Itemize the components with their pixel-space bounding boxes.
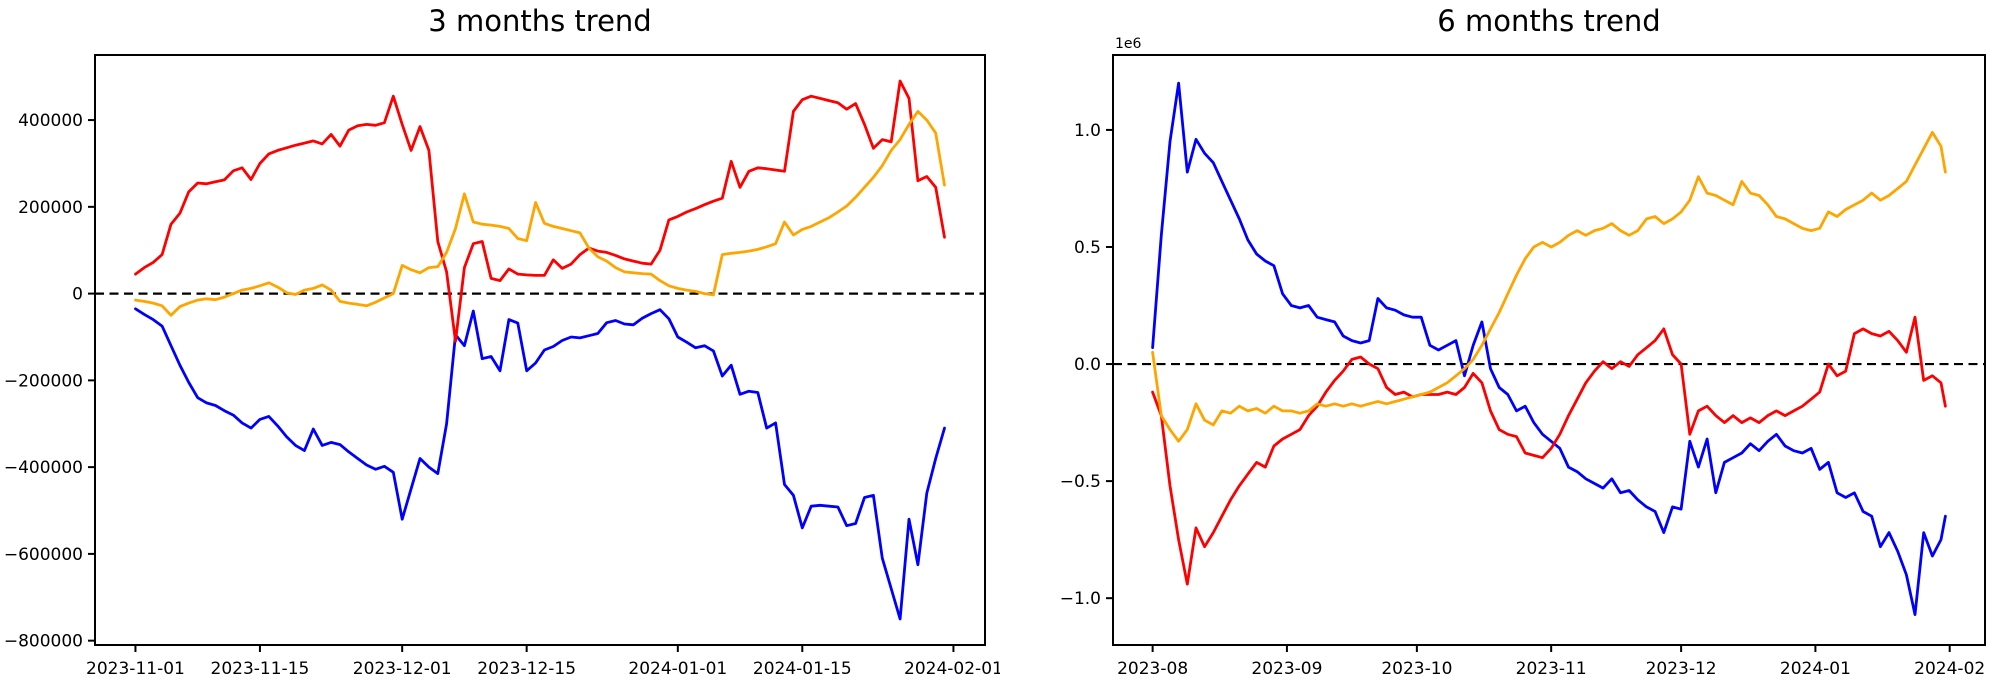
y-tick-label: 200000	[18, 198, 83, 218]
y-tick-label: −400000	[4, 458, 83, 478]
y-tick-label: −0.5	[1060, 472, 1101, 492]
y-tick-label: −1.0	[1060, 589, 1101, 609]
x-tick-label: 2023-12-15	[477, 659, 576, 679]
x-tick-label: 2024-02-01	[904, 659, 1000, 679]
x-tick-label: 2023-12-01	[353, 659, 452, 679]
y-tick-label: 0.0	[1074, 355, 1101, 375]
red-series-line	[134, 79, 946, 343]
x-tick-label: 2024-01-01	[628, 659, 727, 679]
x-tick-label: 2024-02	[1914, 659, 1985, 679]
y-tick-label: 1.0	[1074, 121, 1101, 141]
axes-frame	[1112, 54, 1986, 646]
y-tick-label: −600000	[4, 545, 83, 565]
axes-frame	[94, 54, 986, 646]
x-tick-label: 2024-01-15	[753, 659, 852, 679]
orange-series-line	[134, 110, 946, 317]
x-tick-label: 2023-11-15	[211, 659, 310, 679]
y-tick-label: 400000	[18, 111, 83, 131]
x-tick-label: 2023-08	[1117, 659, 1188, 679]
chart-6-months: 6 months trend 1.0 0.5 0.0 −0.5 −1.0 2023-08 2…	[1000, 0, 2000, 700]
x-tick-label: 2023-11	[1516, 659, 1587, 679]
y-axis-offset-label: 1e6	[1115, 36, 1142, 52]
x-tick-label: 2024-01	[1780, 659, 1851, 679]
red-series-line	[1151, 315, 1947, 586]
orange-series-line	[1151, 130, 1947, 443]
chart-3-months: 3 months trend 400000 200000 0 −200000 −4000…	[4, 4, 1000, 679]
y-tick-label: −200000	[4, 371, 83, 391]
chart-6m-canvas: 1.0 0.5 0.0 −0.5 −1.0 2023-08 2023-09 2023-10 20…	[1060, 36, 1986, 679]
blue-series-line	[1151, 81, 1947, 616]
y-tick-label: 0	[72, 285, 83, 305]
y-tick-label: 0.5	[1074, 238, 1101, 258]
x-tick-label: 2023-12	[1646, 659, 1717, 679]
x-tick-label: 2023-09	[1251, 659, 1322, 679]
chart-3m-canvas: 400000 200000 0 −200000 −400000 −600000 −80000…	[4, 54, 1000, 679]
chart-title-3-months: 3 months trend	[428, 4, 652, 38]
chart-title-6-months: 6 months trend	[1437, 4, 1661, 38]
x-tick-label: 2023-10	[1381, 659, 1452, 679]
x-tick-label: 2023-11-01	[86, 659, 185, 679]
blue-series-line	[134, 307, 946, 621]
y-tick-label: −800000	[4, 632, 83, 652]
